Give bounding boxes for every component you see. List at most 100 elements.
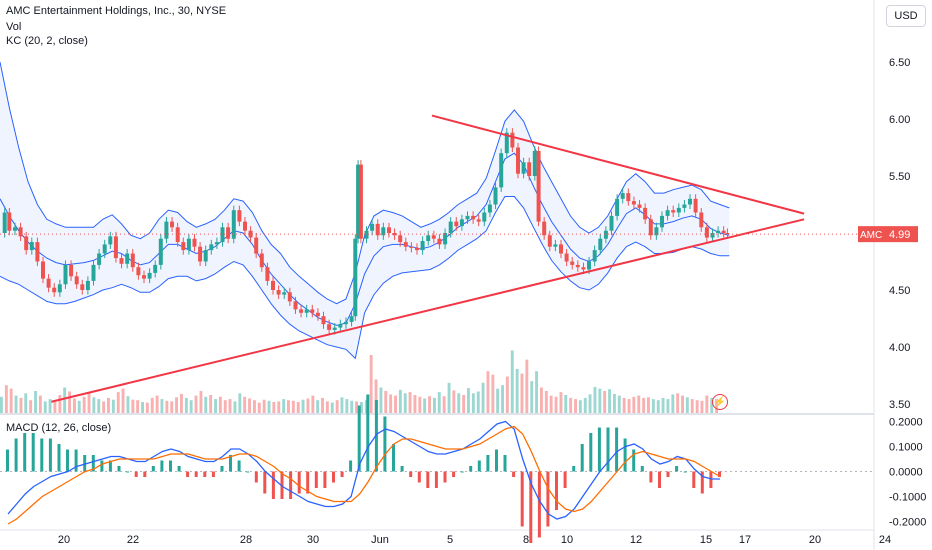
candle-body bbox=[499, 153, 504, 188]
macd-histogram-bar bbox=[297, 471, 301, 494]
volume-bar bbox=[360, 402, 363, 413]
candle-body bbox=[282, 292, 287, 295]
macd-histogram-bar bbox=[134, 471, 138, 477]
volume-bar bbox=[608, 389, 611, 413]
candle-body bbox=[631, 201, 636, 205]
volume-bar bbox=[87, 393, 91, 413]
volume-bar bbox=[666, 399, 670, 413]
candle-body bbox=[536, 150, 541, 222]
currency-button[interactable]: USD bbox=[886, 5, 926, 27]
volume-bar bbox=[325, 401, 329, 413]
candle-body bbox=[147, 272, 152, 279]
candle-body bbox=[91, 264, 96, 281]
volume-bar bbox=[535, 371, 538, 413]
volume-bar bbox=[642, 397, 646, 413]
macd-histogram-bar bbox=[537, 471, 541, 538]
macd-tick-label: 0.0000 bbox=[889, 467, 923, 479]
candle-body bbox=[142, 275, 146, 279]
candle-body bbox=[725, 233, 730, 235]
macd-histogram-bar bbox=[615, 427, 619, 472]
volume-bar bbox=[238, 393, 242, 413]
candle-body bbox=[603, 230, 608, 239]
volume-bar bbox=[578, 400, 582, 413]
macd-histogram-bar bbox=[177, 466, 181, 472]
lightning-icon[interactable]: ⚡ bbox=[712, 394, 728, 410]
volume-bar bbox=[369, 355, 373, 413]
volume-bar bbox=[145, 402, 149, 413]
volume-bar bbox=[306, 398, 310, 413]
candle-body bbox=[564, 253, 569, 262]
volume-bar bbox=[107, 397, 110, 413]
volume-bar bbox=[603, 391, 607, 413]
candle-body bbox=[69, 264, 74, 277]
volume-bar bbox=[491, 374, 495, 413]
macd-histogram-bar bbox=[572, 466, 576, 472]
candle-body bbox=[459, 219, 464, 227]
volume-bar bbox=[282, 399, 286, 413]
macd-histogram-bar bbox=[74, 449, 78, 472]
volume-bar bbox=[569, 397, 573, 413]
volume-bar bbox=[73, 398, 76, 413]
time-tick-label: 17 bbox=[739, 534, 751, 546]
candle-body bbox=[198, 246, 203, 262]
candle-body bbox=[592, 250, 597, 262]
volume-bar bbox=[583, 397, 587, 413]
candle-body bbox=[338, 324, 343, 328]
macd-histogram-bar bbox=[503, 455, 507, 472]
candle-body bbox=[426, 235, 431, 241]
volume-bar bbox=[9, 388, 13, 413]
volume-bar bbox=[214, 399, 217, 413]
candle-body bbox=[559, 244, 563, 254]
macd-histogram-bar bbox=[126, 471, 130, 473]
macd-histogram-bar bbox=[443, 471, 447, 483]
macd-histogram-bar bbox=[683, 471, 687, 473]
candle-body bbox=[243, 221, 247, 231]
macd-histogram-bar bbox=[246, 471, 250, 473]
macd-tick-label: 0.2000 bbox=[889, 417, 923, 429]
candle-body bbox=[403, 242, 408, 247]
time-tick-label: 30 bbox=[307, 534, 319, 546]
volume-bar bbox=[661, 397, 665, 413]
candle-body bbox=[203, 250, 208, 262]
candle-body bbox=[220, 227, 225, 243]
time-tick-label: 24 bbox=[879, 534, 891, 546]
candle-body bbox=[175, 227, 180, 243]
macd-histogram-bar bbox=[392, 444, 395, 472]
volume-bar bbox=[695, 400, 699, 413]
volume-bar bbox=[4, 385, 8, 413]
candle-body bbox=[676, 207, 681, 213]
volume-bar bbox=[243, 396, 247, 413]
volume-bar bbox=[588, 394, 592, 413]
candle-body bbox=[259, 253, 264, 268]
candle-body bbox=[465, 215, 470, 220]
candle-body bbox=[293, 301, 298, 310]
candle-body bbox=[80, 284, 85, 290]
candle-body bbox=[327, 324, 332, 330]
volume-bar bbox=[160, 399, 164, 413]
volume-bar bbox=[379, 387, 383, 413]
candle-body bbox=[516, 147, 520, 174]
volume-bar bbox=[24, 393, 28, 413]
volume-bar bbox=[340, 397, 344, 413]
volume-bar bbox=[598, 388, 602, 413]
macd-histogram-bar bbox=[452, 471, 456, 477]
macd-histogram-bar bbox=[357, 405, 361, 472]
macd-histogram-bar bbox=[589, 433, 593, 472]
macd-histogram-bar bbox=[486, 455, 490, 472]
macd-histogram-bar bbox=[632, 449, 636, 472]
volume-bar bbox=[150, 397, 154, 413]
macd-histogram-bar bbox=[460, 471, 464, 473]
volume-bar bbox=[194, 395, 198, 413]
volume-bar bbox=[613, 393, 616, 413]
candle-body bbox=[125, 253, 130, 264]
candle-body bbox=[510, 132, 515, 148]
macd-histogram-bar bbox=[48, 438, 52, 472]
volume-bar bbox=[48, 399, 52, 413]
candle-body bbox=[46, 278, 51, 288]
volume-bar bbox=[398, 389, 402, 413]
volume-bar bbox=[408, 392, 412, 413]
candle-body bbox=[699, 212, 704, 228]
volume-bar bbox=[92, 397, 96, 413]
support-trendline bbox=[51, 218, 805, 403]
